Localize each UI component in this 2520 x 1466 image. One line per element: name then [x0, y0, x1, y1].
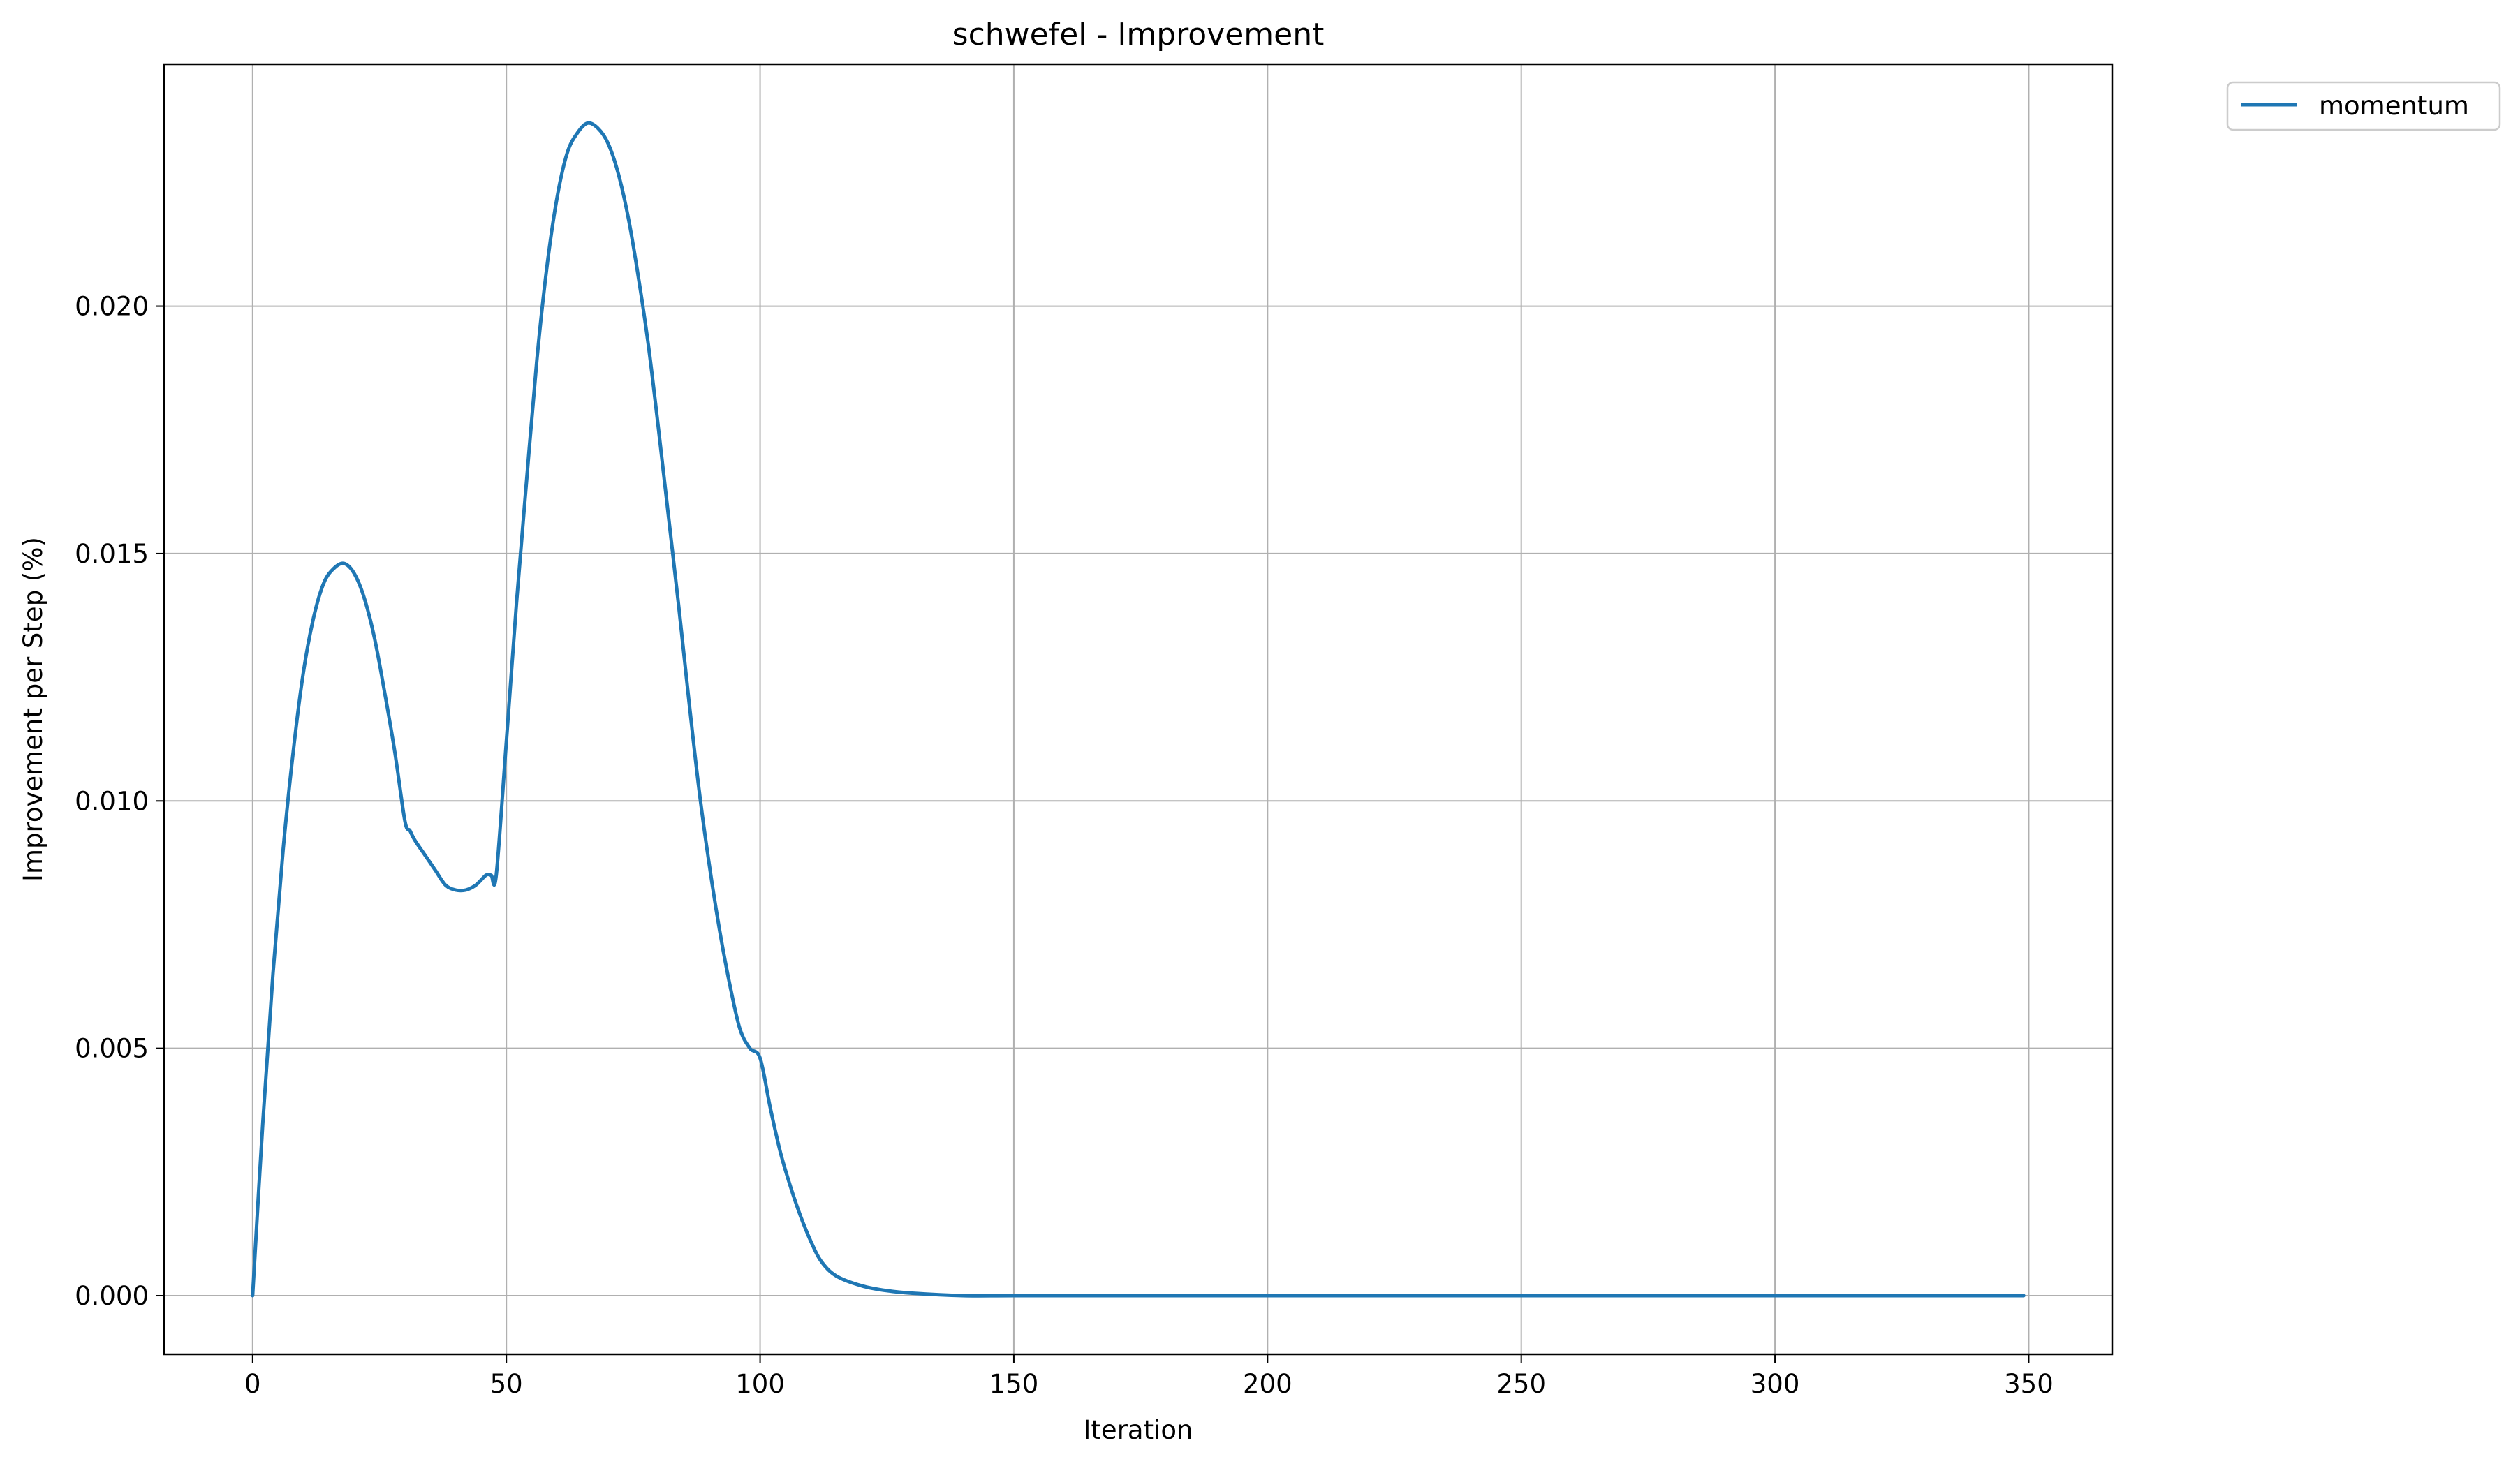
plot-frame	[163, 63, 2114, 1356]
legend: momentum	[2226, 81, 2501, 131]
y-tick-label: 0.005	[75, 1034, 149, 1064]
series-line-momentum	[251, 121, 2026, 1298]
x-tick-label: 50	[490, 1369, 523, 1399]
y-ticks: 0.000 0.005 0.010 0.015 0.020	[75, 292, 164, 1311]
x-tick-label: 150	[989, 1369, 1039, 1399]
y-tick-label: 0.000	[75, 1281, 149, 1311]
chart-title: schwefel - Improvement	[952, 17, 1325, 52]
x-tick-label: 250	[1496, 1369, 1546, 1399]
x-tick-label: 350	[2004, 1369, 2054, 1399]
y-axis-title: Improvement per Step (%)	[18, 537, 48, 882]
legend-label-momentum: momentum	[2319, 91, 2469, 121]
y-tick-label: 0.010	[75, 786, 149, 816]
y-tick-label: 0.020	[75, 292, 149, 322]
x-axis-title: Iteration	[1084, 1415, 1193, 1445]
legend-box	[2226, 81, 2501, 131]
x-tick-label: 200	[1243, 1369, 1292, 1399]
series-layer	[251, 121, 2026, 1298]
x-tick-label: 0	[244, 1369, 261, 1399]
y-tick-label: 0.015	[75, 539, 149, 569]
x-ticks: 0 50 100 150 200 250 300 350	[244, 1354, 2054, 1399]
x-tick-label: 100	[735, 1369, 785, 1399]
x-tick-label: 300	[1751, 1369, 1800, 1399]
